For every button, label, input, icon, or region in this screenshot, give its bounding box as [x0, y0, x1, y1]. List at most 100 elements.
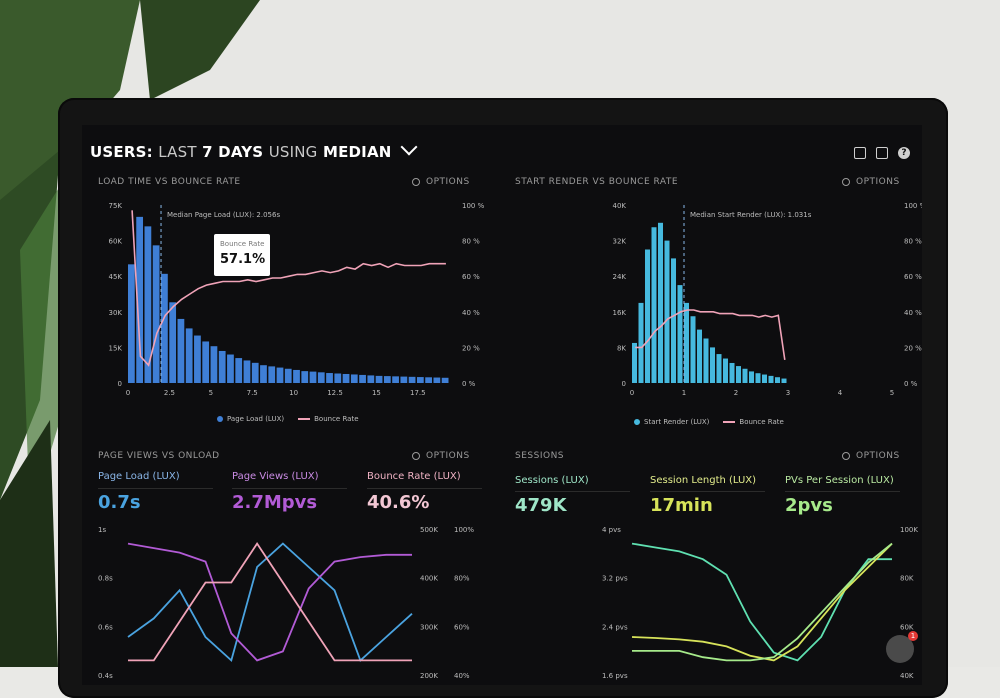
y2-tick-label: 100 % [462, 202, 485, 210]
y-tick-label: 30K [109, 309, 123, 317]
legend-item-bounce-rate[interactable]: Bounce Rate [298, 415, 359, 423]
bar [185, 328, 193, 383]
bar [309, 371, 317, 383]
y2-tick-label: 80K [900, 575, 914, 583]
toolbar-icons: ? [854, 147, 910, 159]
metric-label: Page Load (LUX) [98, 471, 180, 482]
range-label: LAST [158, 143, 197, 161]
options-button[interactable]: OPTIONS [412, 451, 470, 461]
bar [392, 376, 399, 383]
bounce-rate-line [635, 309, 786, 361]
y-tick-label: 16K [613, 309, 627, 317]
legend-swatch [634, 419, 640, 425]
bar [677, 285, 683, 383]
legend-item-page-load[interactable]: Page Load (LUX) [217, 415, 284, 423]
bar [169, 302, 177, 383]
x-tick-label: 2.5 [164, 389, 175, 397]
panel-title-start-render: START RENDER VS BOUNCE RATE [515, 177, 679, 187]
bar [762, 374, 767, 383]
bar [144, 226, 152, 383]
divider [367, 488, 482, 489]
bar [697, 329, 702, 383]
x-tick-label: 4 [838, 389, 843, 397]
bar [342, 373, 350, 383]
options-label: OPTIONS [426, 177, 470, 187]
using-label: USING [268, 143, 318, 161]
x-tick-label: 10 [289, 389, 298, 397]
bar [781, 378, 787, 383]
bar [367, 375, 375, 383]
y-tick-label: 3.2 pvs [602, 575, 628, 583]
x-tick-label: 17.5 [410, 389, 426, 397]
options-button[interactable]: OPTIONS [842, 177, 900, 187]
bar [177, 318, 185, 383]
x-tick-label: 7.5 [247, 389, 258, 397]
bar [775, 377, 780, 383]
image-icon[interactable] [876, 147, 888, 159]
x-tick-label: 0 [126, 389, 130, 397]
options-icon [412, 451, 420, 460]
metric-label: Sessions (LUX) [515, 475, 589, 486]
y2-tick-label: 20 % [904, 344, 922, 352]
metric-value: 479K [515, 495, 567, 516]
stat-label: MEDIAN [322, 143, 392, 161]
y3-tick-label: 60% [454, 623, 470, 631]
divider [515, 491, 630, 492]
y-tick-label: 0.4s [98, 672, 113, 680]
metric-label: Bounce Rate (LUX) [367, 471, 461, 482]
y-tick-label: 0.8s [98, 575, 113, 583]
chat-button[interactable]: 1 [886, 631, 918, 663]
metric-label: PVs Per Session (LUX) [785, 475, 894, 486]
x-tick-label: 15 [372, 389, 381, 397]
series-line [631, 542, 892, 662]
y2-tick-label: 60K [900, 623, 914, 631]
y2-tick-label: 60 % [904, 273, 922, 281]
bar [425, 377, 432, 383]
y-tick-label: 4 pvs [602, 526, 621, 534]
y-tick-label: 1s [98, 526, 106, 534]
bar [235, 358, 243, 383]
page-views-chart: 1s 0.8s 0.6s 0.4s 500K 400K 300K 200K 100% 80% 60%… [98, 526, 474, 680]
panel-title-load-time: LOAD TIME VS BOUNCE RATE [98, 177, 241, 187]
options-button[interactable]: OPTIONS [842, 451, 900, 461]
y2-tick-label: 200K [420, 672, 438, 680]
help-icon[interactable]: ? [898, 147, 910, 159]
notification-badge: 1 [908, 631, 918, 641]
metric-value: 40.6% [367, 492, 430, 513]
monitor-icon[interactable] [854, 147, 866, 159]
bar [755, 373, 761, 383]
legend-item-bounce-rate[interactable]: Bounce Rate [723, 418, 784, 426]
median-annotation: Median Start Render (LUX): 1.031s [690, 211, 812, 219]
chevron-down-icon[interactable] [400, 138, 418, 156]
x-tick-label: 3 [786, 389, 790, 397]
legend-item-start-render[interactable]: Start Render (LUX) [634, 418, 709, 426]
y2-tick-label: 100K [900, 526, 918, 534]
bar [416, 377, 424, 383]
divider [232, 488, 347, 489]
y2-tick-label: 0 % [462, 380, 476, 388]
bar [317, 372, 325, 383]
bar [632, 342, 637, 383]
y-tick-label: 60K [109, 238, 123, 246]
y2-tick-label: 80 % [462, 238, 480, 246]
y2-tick-label: 60 % [462, 273, 480, 281]
bar [638, 302, 644, 383]
options-button[interactable]: OPTIONS [412, 177, 470, 187]
y2-tick-label: 300K [420, 623, 438, 631]
legend-start-render: Start Render (LUX) Bounce Rate [634, 418, 784, 426]
legend-load-time: Page Load (LUX) Bounce Rate [217, 415, 359, 423]
page-title[interactable]: USERS: LAST 7 DAYS USING MEDIAN [90, 138, 418, 161]
bar [664, 240, 670, 383]
y3-tick-label: 100% [454, 526, 474, 534]
bar [268, 366, 276, 383]
metric-value: 0.7s [98, 492, 141, 513]
y-tick-label: 24K [613, 273, 627, 281]
legend-label: Bounce Rate [739, 418, 784, 426]
dashboard-screen: USERS: LAST 7 DAYS USING MEDIAN ? LOAD T… [82, 125, 922, 685]
bar [383, 376, 391, 383]
bar [260, 365, 267, 383]
y2-tick-label: 100 % [904, 202, 922, 210]
series-line [128, 541, 412, 662]
bar [194, 335, 201, 383]
